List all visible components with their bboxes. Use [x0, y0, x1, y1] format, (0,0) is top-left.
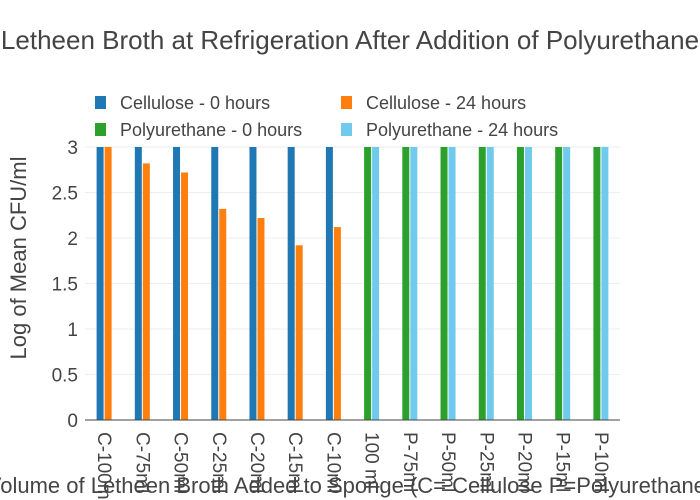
x-tick-label: 100 ml: [361, 432, 382, 489]
bar-cellulose-0-hours-4[interactable]: [249, 147, 257, 420]
y-tick-label: 2.5: [52, 184, 78, 205]
legend-item[interactable]: Cellulose - 0 hours: [95, 93, 270, 113]
x-tick-label: C-20ml: [246, 432, 267, 493]
y-tick-labels: 0 0.5 1 1.5 2 2.5 3: [52, 138, 78, 432]
bar-cellulose-24-hours-3[interactable]: [219, 208, 227, 420]
bar-polyurethane-24-hours-8[interactable]: [410, 147, 418, 420]
legend-swatch: [95, 96, 106, 109]
bar-cellulose-24-hours-4[interactable]: [257, 217, 265, 420]
bar-polyurethane-0-hours-7[interactable]: [364, 147, 372, 420]
x-tick-label: P-50ml: [437, 432, 458, 492]
x-tick-label: P-75ml: [399, 432, 420, 492]
bars: [96, 147, 609, 420]
legend[interactable]: Cellulose - 0 hours Cellulose - 24 hours P…: [95, 93, 558, 140]
x-tick-label: C-75ml: [131, 432, 152, 493]
x-tick-label: P-25ml: [475, 432, 496, 492]
bar-polyurethane-0-hours-13[interactable]: [593, 147, 601, 420]
bar-polyurethane-0-hours-12[interactable]: [555, 147, 563, 420]
bar-cellulose-0-hours-0[interactable]: [96, 147, 104, 420]
bar-cellulose-0-hours-1[interactable]: [134, 147, 142, 420]
y-tick-label: 0.5: [52, 366, 78, 387]
legend-item[interactable]: Polyurethane - 24 hours: [341, 120, 558, 140]
legend-swatch: [341, 96, 352, 109]
legend-label: Polyurethane - 0 hours: [120, 120, 302, 140]
x-tick-label: P-20ml: [513, 432, 534, 492]
legend-item[interactable]: Polyurethane - 0 hours: [95, 120, 302, 140]
y-tick-label: 1.5: [52, 275, 78, 296]
bar-polyurethane-0-hours-8[interactable]: [402, 147, 410, 420]
bar-polyurethane-24-hours-13[interactable]: [601, 147, 609, 420]
bar-cellulose-0-hours-3[interactable]: [211, 147, 219, 420]
bar-polyurethane-24-hours-9[interactable]: [448, 147, 456, 420]
bar-cellulose-24-hours-2[interactable]: [181, 172, 189, 420]
bar-polyurethane-0-hours-11[interactable]: [516, 147, 524, 420]
legend-label: Polyurethane - 24 hours: [366, 120, 558, 140]
x-tick-label: C-100ml: [93, 432, 114, 500]
y-tick-label: 1: [67, 320, 78, 341]
x-tick-label: C-25ml: [208, 432, 229, 493]
legend-item[interactable]: Cellulose - 24 hours: [341, 93, 526, 113]
bar-cellulose-0-hours-5[interactable]: [287, 147, 295, 420]
legend-label: Cellulose - 24 hours: [366, 93, 526, 113]
y-tick-label: 0: [67, 411, 78, 432]
bar-polyurethane-24-hours-7[interactable]: [372, 147, 380, 420]
y-tick-label: 2: [67, 229, 78, 250]
legend-swatch: [95, 123, 106, 136]
bar-polyurethane-0-hours-10[interactable]: [478, 147, 486, 420]
legend-swatch: [341, 123, 352, 136]
bar-polyurethane-24-hours-11[interactable]: [524, 147, 532, 420]
gridlines: [85, 146, 620, 375]
bar-cellulose-24-hours-1[interactable]: [142, 163, 150, 420]
bar-cellulose-24-hours-0[interactable]: [104, 147, 112, 420]
x-tick-label: C-15ml: [284, 432, 305, 493]
bar-cellulose-24-hours-5[interactable]: [295, 245, 303, 420]
bar-cellulose-0-hours-2[interactable]: [173, 147, 181, 420]
x-tick-label: P-10ml: [590, 432, 611, 492]
x-tick-labels: C-100ml C-75ml C-50ml C-25ml C-20ml C-15ml C-1…: [93, 432, 611, 500]
x-axis-title: Volume of Letheen Broth Added to Sponge …: [0, 473, 700, 498]
bar-polyurethane-0-hours-9[interactable]: [440, 147, 448, 420]
y-axis-title: Log of Mean CFU/ml: [6, 157, 31, 360]
chart-title: Letheen Broth at Refrigeration After Add…: [1, 25, 699, 55]
x-tick-label: P-15ml: [552, 432, 573, 492]
bar-polyurethane-24-hours-10[interactable]: [486, 147, 494, 420]
bar-polyurethane-24-hours-12[interactable]: [563, 147, 571, 420]
x-tick-label: C-50ml: [170, 432, 191, 493]
x-tick-label: C-10ml: [322, 432, 343, 493]
legend-label: Cellulose - 0 hours: [120, 93, 270, 113]
bar-cellulose-0-hours-6[interactable]: [325, 147, 333, 420]
bar-cellulose-24-hours-6[interactable]: [333, 227, 341, 420]
y-tick-label: 3: [67, 138, 78, 159]
